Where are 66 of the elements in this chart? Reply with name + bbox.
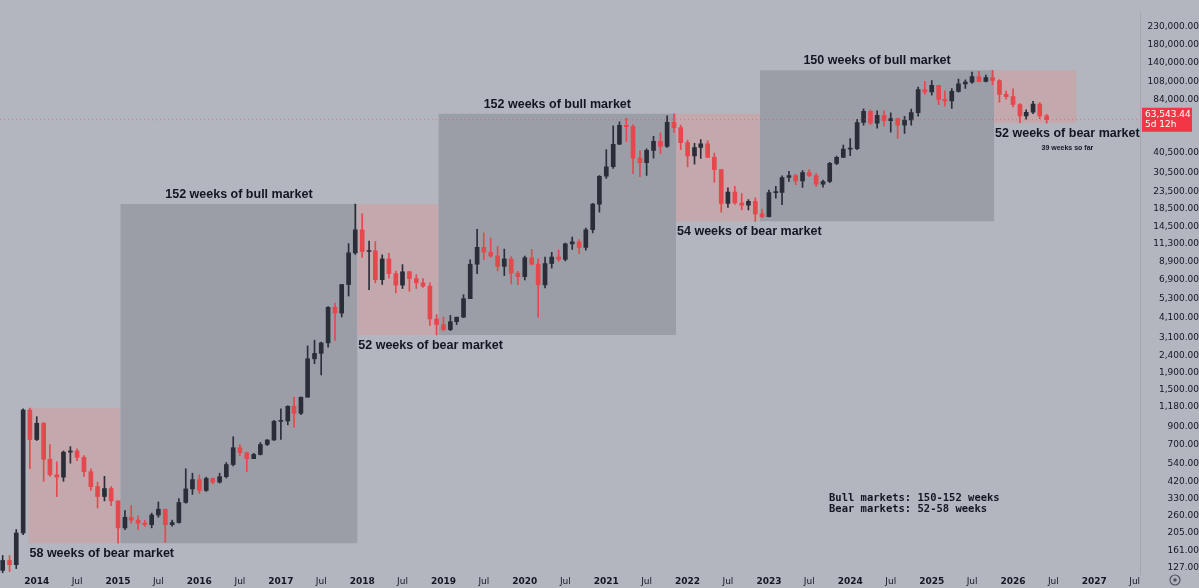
band-label: 152 weeks of bull market bbox=[165, 187, 314, 202]
annotation: Bull markets: 150-152 weeks bbox=[829, 491, 1000, 503]
x-tick-label: 2025 bbox=[919, 575, 945, 586]
x-tick-label: Jul bbox=[640, 575, 653, 586]
y-tick-label: 1,500.00 bbox=[1158, 383, 1199, 394]
x-tick-label: Jul bbox=[802, 575, 815, 586]
y-tick-label: 14,500.00 bbox=[1153, 220, 1199, 231]
y-tick-label: 23,500.00 bbox=[1153, 185, 1199, 196]
y-tick-label: 18,500.00 bbox=[1153, 202, 1199, 213]
x-tick-label: Jul bbox=[558, 575, 571, 586]
y-tick-label: 1,900.00 bbox=[1158, 366, 1199, 377]
band-label: 52 weeks of bear market bbox=[358, 337, 504, 352]
y-tick-label: 11,300.00 bbox=[1153, 238, 1199, 249]
y-tick-label: 4,100.00 bbox=[1158, 311, 1199, 322]
annotation: Bear markets: 52-58 weeks bbox=[829, 502, 989, 514]
x-tick-label: Jul bbox=[884, 575, 897, 586]
x-tick-label: Jul bbox=[396, 575, 408, 586]
y-tick-label: 140,000.00 bbox=[1147, 57, 1199, 68]
y-tick-label: 900.00 bbox=[1167, 420, 1199, 431]
y-tick-label: 161.00 bbox=[1167, 544, 1199, 555]
x-tick-label: 2023 bbox=[756, 575, 782, 586]
y-tick-label: 700.00 bbox=[1167, 438, 1199, 449]
band-label: 58 weeks of bear market bbox=[29, 545, 175, 560]
x-tick-label: Jul bbox=[70, 575, 83, 586]
x-tick-label: Jul bbox=[314, 575, 327, 586]
x-tick-label: 2016 bbox=[186, 575, 212, 586]
y-tick-label: 420.00 bbox=[1167, 475, 1199, 486]
band-label: 54 weeks of bear market bbox=[677, 224, 823, 239]
y-tick-label: 205.00 bbox=[1167, 527, 1199, 538]
y-tick-label: 5,300.00 bbox=[1158, 293, 1199, 304]
x-tick-label: Jul bbox=[477, 575, 490, 586]
y-tick-label: 2,400.00 bbox=[1158, 350, 1199, 361]
y-tick-label: 3,100.00 bbox=[1158, 331, 1199, 342]
x-tick-label: Jul bbox=[965, 575, 978, 586]
x-tick-label: 2021 bbox=[593, 575, 619, 586]
x-tick-label: 2018 bbox=[349, 575, 375, 586]
x-tick-label: Jul bbox=[721, 575, 734, 586]
y-tick-label: 540.00 bbox=[1167, 457, 1199, 468]
y-tick-label: 6,900.00 bbox=[1158, 274, 1199, 285]
y-tick-label: 30,500.00 bbox=[1153, 166, 1199, 177]
y-tick-label: 230,000.00 bbox=[1147, 21, 1199, 32]
x-tick-label: 2019 bbox=[430, 575, 457, 586]
band-label: 150 weeks of bull market bbox=[803, 53, 952, 68]
y-tick-label: 40,500.00 bbox=[1153, 146, 1199, 157]
x-tick-label: 2022 bbox=[675, 575, 701, 586]
y-tick-label: 1,180.00 bbox=[1158, 401, 1199, 412]
y-tick-label: 260.00 bbox=[1167, 510, 1199, 521]
y-tick-label: 180,000.00 bbox=[1147, 39, 1199, 50]
x-tick-label: 2024 bbox=[837, 575, 863, 586]
x-tick-label: 2015 bbox=[105, 575, 131, 586]
x-tick-label: Jul bbox=[233, 575, 246, 586]
x-tick-label: Jul bbox=[1046, 575, 1059, 586]
x-tick-label: 2017 bbox=[268, 575, 294, 586]
y-tick-label: 127.00 bbox=[1167, 561, 1199, 572]
y-tick-label: 84,000.00 bbox=[1153, 93, 1199, 104]
y-tick-label: 330.00 bbox=[1167, 493, 1199, 504]
x-tick-label: 2026 bbox=[1000, 575, 1026, 586]
x-tick-label: 2014 bbox=[24, 575, 50, 586]
x-tick-label: Jul bbox=[1128, 575, 1141, 586]
y-tick-label: 8,900.00 bbox=[1158, 255, 1199, 266]
ref-line-label: 63,543.44 5d 12h bbox=[1145, 108, 1192, 129]
x-tick-label: Jul bbox=[151, 575, 164, 586]
y-tick-label: 108,000.00 bbox=[1147, 75, 1199, 86]
x-tick-label: 2027 bbox=[1081, 575, 1107, 586]
band-label: 152 weeks of bull market bbox=[483, 96, 632, 111]
x-tick-label: 2020 bbox=[512, 575, 538, 586]
